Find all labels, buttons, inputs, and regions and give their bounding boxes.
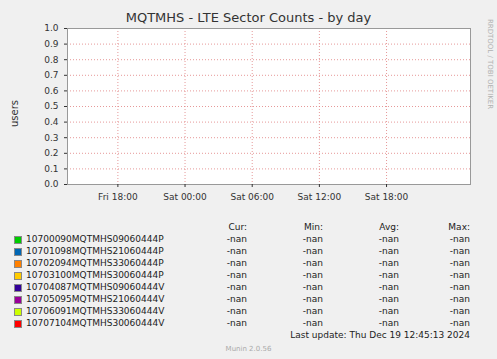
html-text:-nan: -nan xyxy=(449,282,470,292)
html-text:-nan: -nan xyxy=(302,294,323,304)
html-text:Min:: Min: xyxy=(304,222,323,232)
html-text:MQTMHS - LTE Sector Counts - b: MQTMHS - LTE Sector Counts - by day xyxy=(125,10,372,25)
svg-text:0.0: 0.0 xyxy=(44,179,59,189)
svg-text:0.7: 0.7 xyxy=(44,70,58,80)
html-text:Munin 2.0.56: Munin 2.0.56 xyxy=(225,345,272,353)
html-text:-nan: -nan xyxy=(302,318,323,328)
svg-text:0.5: 0.5 xyxy=(44,101,58,111)
svg-text:Sat 00:00: Sat 00:00 xyxy=(163,192,207,202)
html-text:10700090MQTMHS09060444P: 10700090MQTMHS09060444P xyxy=(26,234,164,244)
html-text:10707104MQTMHS30060444V: 10707104MQTMHS30060444V xyxy=(26,318,165,328)
html-text:-nan: -nan xyxy=(378,270,399,280)
html-text:users: users xyxy=(8,100,20,127)
html-text:-nan: -nan xyxy=(449,318,470,328)
html-text:-nan: -nan xyxy=(449,294,470,304)
html-text:-nan: -nan xyxy=(378,306,399,316)
html-text:-nan: -nan xyxy=(302,234,323,244)
html-text:-nan: -nan xyxy=(226,318,247,328)
svg-text:0.3: 0.3 xyxy=(44,133,58,143)
html-text:-nan: -nan xyxy=(302,306,323,316)
html-text:-nan: -nan xyxy=(302,282,323,292)
html-text:-nan: -nan xyxy=(378,234,399,244)
html-text:10701098MQTMHS21060444P: 10701098MQTMHS21060444P xyxy=(26,246,164,256)
html-text:-nan: -nan xyxy=(378,294,399,304)
html-text:-nan: -nan xyxy=(226,234,247,244)
html-text:-nan: -nan xyxy=(449,306,470,316)
html-text:10704087MQTMHS09060444V: 10704087MQTMHS09060444V xyxy=(26,282,165,292)
html-text:-nan: -nan xyxy=(378,282,399,292)
svg-text:0.2: 0.2 xyxy=(44,148,58,158)
svg-text:0.8: 0.8 xyxy=(44,55,59,65)
svg-text:0.9: 0.9 xyxy=(44,39,59,49)
html-text:10705095MQTMHS21060444V: 10705095MQTMHS21060444V xyxy=(26,294,165,304)
html-text:Last update: Thu Dec 19 12:45:: Last update: Thu Dec 19 12:45:13 2024 xyxy=(290,330,470,340)
svg-text:0.4: 0.4 xyxy=(44,117,59,127)
html-text:10703100MQTMHS30060444P: 10703100MQTMHS30060444P xyxy=(26,270,164,280)
html-text:-nan: -nan xyxy=(378,246,399,256)
html-text:Max:: Max: xyxy=(448,222,470,232)
html-text:-nan: -nan xyxy=(302,258,323,268)
html-text:-nan: -nan xyxy=(449,246,470,256)
svg-text:Sat 18:00: Sat 18:00 xyxy=(365,192,409,202)
html-text:-nan: -nan xyxy=(226,294,247,304)
svg-text:0.6: 0.6 xyxy=(44,86,59,96)
html-text:-nan: -nan xyxy=(378,258,399,268)
svg-text:Sat 12:00: Sat 12:00 xyxy=(298,192,342,202)
html-text:Cur:: Cur: xyxy=(228,222,247,232)
html-text:-nan: -nan xyxy=(302,270,323,280)
svg-text:Fri 18:00: Fri 18:00 xyxy=(98,192,138,202)
html-text:-nan: -nan xyxy=(449,258,470,268)
html-text:-nan: -nan xyxy=(226,258,247,268)
html-text:-nan: -nan xyxy=(449,234,470,244)
html-text:RRDTOOL / TOBI OETIKER: RRDTOOL / TOBI OETIKER xyxy=(486,18,494,110)
html-text:10702094MQTMHS33060444P: 10702094MQTMHS33060444P xyxy=(26,258,164,268)
html-text:-nan: -nan xyxy=(449,270,470,280)
svg-text:Sat 06:00: Sat 06:00 xyxy=(230,192,274,202)
html-text:-nan: -nan xyxy=(226,282,247,292)
html-text:-nan: -nan xyxy=(226,306,247,316)
html-text:10706091MQTMHS33060444V: 10706091MQTMHS33060444V xyxy=(26,306,165,316)
svg-text:1.0: 1.0 xyxy=(44,23,59,33)
svg-text:0.1: 0.1 xyxy=(44,164,58,174)
html-text:-nan: -nan xyxy=(226,246,247,256)
html-text:Avg:: Avg: xyxy=(379,222,399,232)
html-text:-nan: -nan xyxy=(302,246,323,256)
html-text:-nan: -nan xyxy=(226,270,247,280)
html-text:-nan: -nan xyxy=(378,318,399,328)
